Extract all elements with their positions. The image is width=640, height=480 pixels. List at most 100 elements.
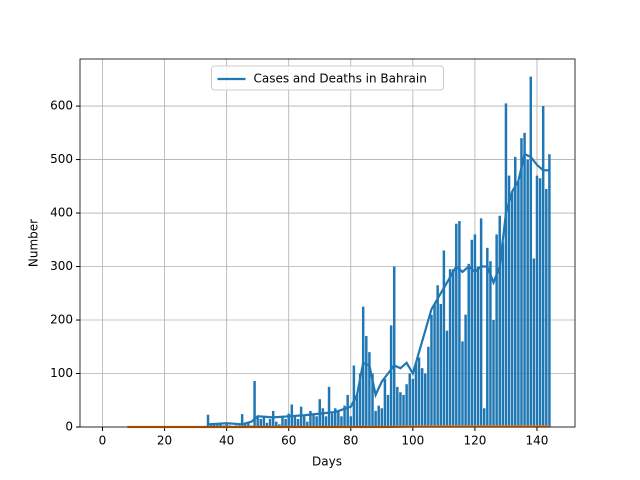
bar [343,405,346,427]
bar [219,424,222,427]
bar [538,178,542,427]
bar [386,394,390,427]
bar [265,422,269,427]
bar [315,416,318,427]
bar [340,416,343,427]
bar [492,320,495,427]
bar [489,261,492,427]
bar [358,373,362,427]
bar [545,188,548,427]
bar [216,424,219,427]
bar [392,266,396,427]
bar [430,314,433,427]
bar [442,250,446,427]
bar [371,373,374,427]
bar [240,414,244,427]
bar [495,234,498,427]
bar [368,352,371,427]
bar [461,341,464,427]
bar [383,378,387,427]
y-axis-label: Number [27,219,41,267]
bar [389,325,393,427]
bar [532,258,536,427]
bar [417,357,421,427]
bar [324,416,328,427]
bar [411,378,415,427]
bar [467,263,470,427]
x-tick-label: 140 [526,434,549,448]
bar [306,421,309,427]
x-tick-label: 80 [343,434,358,448]
bar [507,175,511,427]
bar [212,424,216,427]
bar [256,416,259,427]
bar [405,384,408,427]
bar [436,285,439,427]
bar [482,408,486,427]
y-tick-label: 100 [50,366,73,380]
bar [420,368,424,427]
bar [510,191,514,427]
bar [464,314,467,427]
bar [299,406,303,427]
bar [402,394,405,427]
x-axis-label: Days [312,455,342,469]
bar [287,413,290,427]
bar [275,421,278,427]
bar [535,175,539,427]
bar [334,408,337,427]
bar [514,156,517,427]
y-tick-label: 300 [50,259,73,273]
bar [427,346,430,427]
legend-box [211,65,444,91]
bar [476,266,480,427]
bar [504,103,508,427]
x-tick-label: 60 [281,434,296,448]
bar [302,416,306,427]
x-tick-label: 40 [219,434,234,448]
bar [424,373,427,427]
line [207,152,550,426]
bar [445,330,449,427]
bar [458,221,461,427]
bar [278,424,281,427]
bar [479,218,483,427]
bar [206,414,210,427]
bar [377,405,380,427]
bar [529,76,533,428]
plot-frame [79,58,576,428]
x-tick-label: 120 [463,434,486,448]
bar [293,416,297,427]
bar [321,408,325,427]
bar [209,424,213,427]
bar [526,159,529,427]
bar [268,418,272,427]
bar [337,410,340,427]
bar [486,247,489,427]
bar [262,417,266,427]
bar [365,336,368,427]
bar [259,418,263,427]
bar [346,394,349,427]
bar [349,416,353,427]
bar [225,423,228,427]
bar [296,418,300,427]
bar [451,269,455,427]
bar [355,394,359,427]
x-tick-label: 100 [401,434,424,448]
bar [352,365,356,427]
bar [374,410,377,427]
bar [396,386,399,427]
bar [271,410,275,427]
bar [501,242,505,427]
bar [448,269,452,427]
bar [548,154,551,428]
bar [309,410,312,427]
bar [541,106,545,428]
bar [408,373,411,427]
bar [473,234,477,427]
bar [517,180,520,427]
bar [399,392,402,427]
x-tick-label: 0 [99,434,107,448]
